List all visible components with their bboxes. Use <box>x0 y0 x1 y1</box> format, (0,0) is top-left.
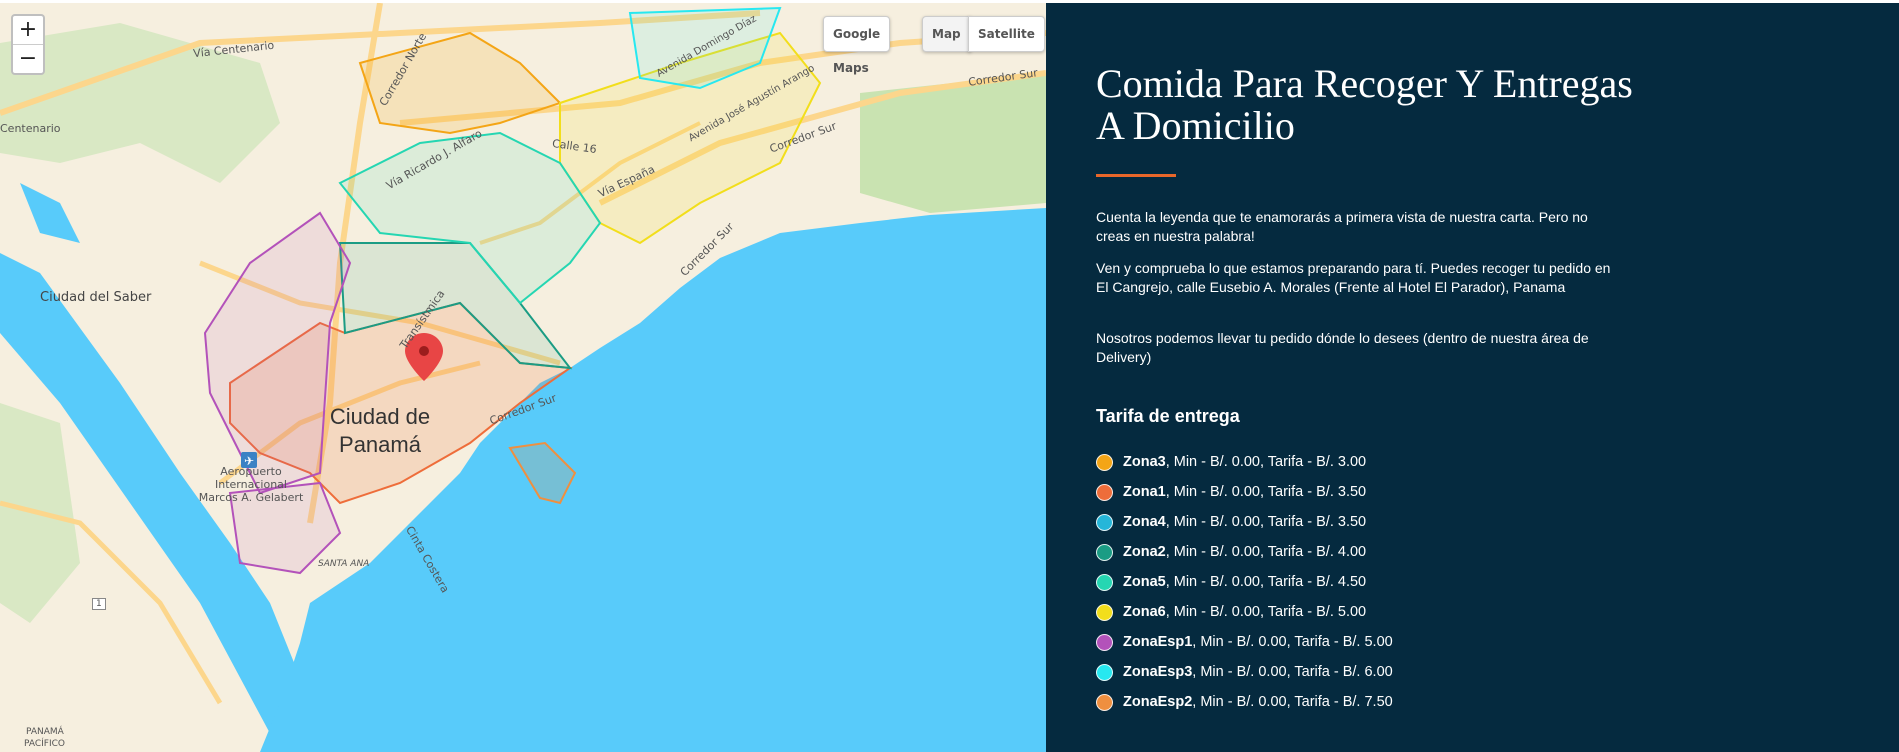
park-area <box>860 73 1046 213</box>
description-paragraph-1: Cuenta la leyenda que te enamorarás a pr… <box>1096 209 1588 244</box>
zone-details: , Min - B/. 0.00, Tarifa - B/. 7.50 <box>1192 694 1393 710</box>
road <box>598 70 1046 206</box>
zone-name: Zona4 <box>1123 514 1166 530</box>
zone-color-dot <box>1096 453 1113 471</box>
zone-details: , Min - B/. 0.00, Tarifa - B/. 6.00 <box>1192 664 1393 680</box>
zone-row-zona5: Zona5, Min - B/. 0.00, Tarifa - B/. 4.50 <box>1096 567 1393 597</box>
satellite-view-button[interactable]: Satellite <box>968 16 1045 52</box>
label-panama-pacifico-2: PACÍFICO <box>24 739 65 749</box>
zoom-in-button[interactable]: + <box>13 16 43 45</box>
label-centenario: Centenario <box>0 122 61 135</box>
zone-row-zona4: Zona4, Min - B/. 0.00, Tarifa - B/. 3.50 <box>1096 507 1393 537</box>
zone-row-zona2: Zona2, Min - B/. 0.00, Tarifa - B/. 4.00 <box>1096 537 1393 567</box>
zone-name: Zona5 <box>1123 574 1166 590</box>
zone-color-dot <box>1096 483 1113 501</box>
info-panel: Comida Para Recoger Y Entregas A Domicil… <box>1046 3 1899 752</box>
zone-zona5 <box>338 131 602 305</box>
zone-details: , Min - B/. 0.00, Tarifa - B/. 3.00 <box>1165 454 1367 470</box>
airport-icon <box>241 452 257 468</box>
google-maps-button[interactable]: Google Maps <box>823 16 891 75</box>
route-1-shield: 1 <box>92 598 106 610</box>
zone-row-zonaesp3: ZonaEsp3, Min - B/. 0.00, Tarifa - B/. 6… <box>1096 657 1393 687</box>
zone-name: ZonaEsp2 <box>1123 694 1193 710</box>
page-title: Comida Para Recoger Y Entregas A Domicil… <box>1096 61 1633 148</box>
label-city: Ciudad de Panamá <box>320 403 440 459</box>
park-area <box>0 23 280 183</box>
zone-color-dot <box>1096 513 1113 531</box>
label-airport: Aeropuerto Internacional Marcos A. Gelab… <box>198 465 304 504</box>
zoom-out-button[interactable]: − <box>18 46 38 71</box>
zone-name: Zona6 <box>1123 604 1166 620</box>
label-ciudad-del-saber: Ciudad del Saber <box>40 290 152 305</box>
zone-details: , Min - B/. 0.00, Tarifa - B/. 3.50 <box>1165 514 1367 530</box>
zone-name: Zona2 <box>1123 544 1166 560</box>
label-panama-pacifico-1: PANAMÁ <box>26 727 64 737</box>
zone-zonaesp2 <box>508 441 577 505</box>
description-paragraph-2: Ven y comprueba lo que estamos preparand… <box>1096 260 1611 295</box>
bay-water <box>260 208 1046 752</box>
zone-zonaesp3 <box>628 6 782 90</box>
zone-color-dot <box>1096 693 1113 711</box>
zone-details: , Min - B/. 0.00, Tarifa - B/. 5.00 <box>1165 604 1367 620</box>
zone-row-zona6: Zona6, Min - B/. 0.00, Tarifa - B/. 5.00 <box>1096 597 1393 627</box>
road <box>0 10 761 116</box>
zone-zonaesp1-south <box>228 481 342 575</box>
lake-water <box>20 183 80 243</box>
label-city-line2: Panamá <box>339 432 421 457</box>
label-city-line1: Ciudad de <box>329 404 431 429</box>
zone-name: ZonaEsp3 <box>1123 664 1193 680</box>
zone-details: , Min - B/. 0.00, Tarifa - B/. 4.50 <box>1165 574 1367 590</box>
zone-color-dot <box>1096 633 1113 651</box>
location-marker <box>405 333 443 381</box>
map-view-button[interactable]: Map <box>922 16 971 52</box>
location-marker-dot <box>419 346 429 356</box>
airport-icon-glyph: ✈ <box>244 454 254 468</box>
zoom-control: + − <box>11 14 45 75</box>
description-paragraph-3: Nosotros podemos llevar tu pedido dónde … <box>1096 330 1589 365</box>
zone-details: , Min - B/. 0.00, Tarifa - B/. 4.00 <box>1165 544 1367 560</box>
delivery-fee-heading: Tarifa de entrega <box>1096 406 1240 426</box>
map-canvas[interactable]: ✈ <box>0 3 1046 752</box>
zone-name: Zona3 <box>1123 454 1166 470</box>
zone-zona3 <box>358 31 562 135</box>
label-santa-ana: SANTA ANA <box>318 559 370 569</box>
delivery-map[interactable]: ✈ Vía Centenario Centenario Ciudad del S… <box>0 3 1046 752</box>
zone-list: Zona3, Min - B/. 0.00, Tarifa - B/. 3.00… <box>1096 447 1393 717</box>
zone-name: ZonaEsp1 <box>1123 634 1193 650</box>
lake-water <box>30 303 70 363</box>
zone-name: Zona1 <box>1123 484 1166 500</box>
zone-color-dot <box>1096 573 1113 591</box>
title-divider <box>1096 174 1176 177</box>
road <box>0 500 223 705</box>
canal-water <box>0 253 330 752</box>
zone-details: , Min - B/. 0.00, Tarifa - B/. 3.50 <box>1165 484 1367 500</box>
zone-row-zona3: Zona3, Min - B/. 0.00, Tarifa - B/. 3.00 <box>1096 447 1393 477</box>
zone-row-zonaesp2: ZonaEsp2, Min - B/. 0.00, Tarifa - B/. 7… <box>1096 687 1393 717</box>
zone-details: , Min - B/. 0.00, Tarifa - B/. 5.00 <box>1192 634 1393 650</box>
zone-color-dot <box>1096 543 1113 561</box>
road <box>199 260 561 366</box>
zone-row-zona1: Zona1, Min - B/. 0.00, Tarifa - B/. 3.50 <box>1096 477 1393 507</box>
zone-row-zonaesp1: ZonaEsp1, Min - B/. 0.00, Tarifa - B/. 5… <box>1096 627 1393 657</box>
zone-color-dot <box>1096 663 1113 681</box>
zone-color-dot <box>1096 603 1113 621</box>
